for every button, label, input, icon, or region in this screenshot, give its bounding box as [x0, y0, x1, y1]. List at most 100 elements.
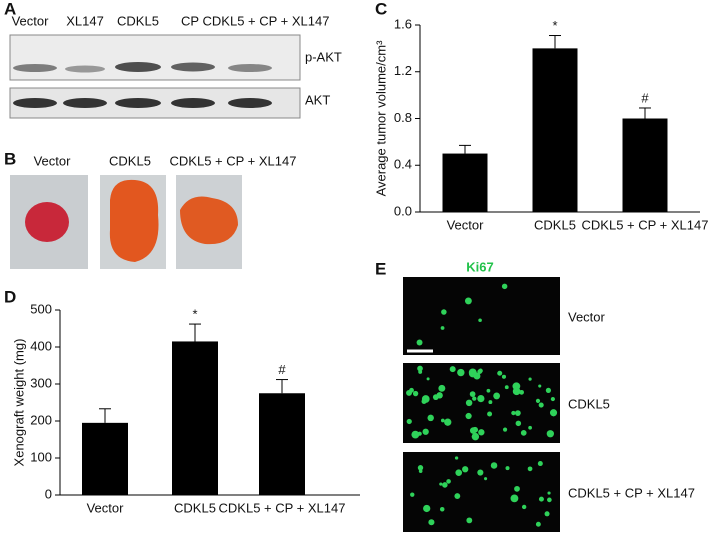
- nucleus: [454, 456, 459, 460]
- nucleus: [538, 384, 542, 388]
- nucleus: [550, 397, 555, 402]
- blot-label: AKT: [305, 92, 330, 107]
- nucleus: [535, 398, 541, 403]
- band: [13, 64, 57, 72]
- band: [171, 62, 215, 72]
- nucleus: [417, 465, 424, 471]
- nucleus: [412, 390, 419, 397]
- nucleus: [501, 374, 507, 379]
- y-tick-label: 0.0: [394, 203, 412, 218]
- band: [63, 98, 107, 108]
- nucleus: [438, 384, 446, 392]
- bar: [622, 118, 668, 212]
- nucleus: [417, 431, 422, 436]
- x-tick-label: Vector: [87, 500, 125, 515]
- band: [171, 98, 215, 108]
- image-label: CDKL5 + CP + XL147: [170, 153, 297, 168]
- y-tick-label: 300: [30, 375, 52, 390]
- nucleus: [439, 507, 445, 512]
- nucleus: [468, 368, 477, 377]
- x-tick-label: CDKL5: [174, 500, 216, 515]
- tumor: [180, 196, 238, 245]
- nucleus: [410, 492, 415, 497]
- nucleus: [493, 392, 501, 400]
- nucleus: [547, 491, 551, 495]
- x-tick-label: Vector: [447, 217, 485, 232]
- nucleus: [418, 469, 423, 473]
- nucleus: [462, 466, 469, 473]
- lane-label: Vector: [12, 13, 50, 28]
- panel-label: A: [4, 0, 16, 18]
- significance-mark: #: [278, 362, 286, 377]
- significance-mark: *: [192, 306, 197, 321]
- nucleus: [544, 511, 550, 517]
- nucleus: [465, 399, 473, 407]
- y-tick-label: 200: [30, 412, 52, 427]
- nucleus: [488, 400, 493, 405]
- band: [228, 64, 272, 72]
- lane-label: CDKL5 + CP + XL147: [203, 13, 330, 28]
- lane-label: XL147: [66, 13, 104, 28]
- y-axis-label: Average tumor volume/cm³: [373, 40, 388, 196]
- tumor: [109, 179, 159, 262]
- nucleus: [465, 412, 472, 420]
- nucleus: [454, 493, 461, 499]
- nucleus: [501, 283, 508, 290]
- y-tick-label: 400: [30, 338, 52, 353]
- nucleus: [511, 410, 516, 416]
- error-bar: [549, 35, 561, 49]
- nucleus: [428, 519, 435, 526]
- nucleus: [457, 368, 465, 377]
- error-bar: [459, 144, 471, 154]
- nucleus: [466, 517, 473, 524]
- error-bar: [189, 323, 201, 342]
- nucleus: [477, 395, 485, 403]
- y-axis-label: Xenograft weight (mg): [11, 339, 26, 467]
- nucleus: [439, 482, 443, 486]
- nucleus: [411, 430, 420, 439]
- nucleus: [449, 366, 456, 373]
- bar: [532, 48, 578, 212]
- bar: [442, 153, 488, 212]
- nucleus: [545, 387, 552, 393]
- nucleus: [423, 504, 431, 513]
- nucleus: [478, 318, 482, 323]
- nucleus: [417, 365, 423, 372]
- bar: [172, 341, 218, 495]
- error-bar: [99, 408, 111, 423]
- blot-area: [9, 34, 301, 119]
- panel-label: C: [375, 0, 387, 18]
- lane-label: CDKL5: [117, 13, 159, 28]
- row-label: CDKL5 + CP + XL147: [568, 485, 695, 500]
- x-tick-label: CDKL5 + CP + XL147: [219, 500, 346, 515]
- band: [115, 98, 161, 108]
- nucleus: [469, 391, 476, 398]
- nucleus: [514, 485, 520, 492]
- stain-label: Ki67: [466, 259, 493, 274]
- nucleus: [446, 479, 451, 484]
- nucleus: [422, 428, 429, 435]
- nucleus: [528, 377, 532, 381]
- band: [115, 62, 161, 72]
- y-tick-label: 500: [30, 301, 52, 316]
- nucleus: [418, 369, 423, 374]
- nucleus: [514, 410, 521, 416]
- nucleus: [478, 429, 485, 436]
- nucleus: [421, 398, 427, 404]
- nucleus: [469, 427, 477, 434]
- panel-label: D: [4, 287, 16, 306]
- y-tick-label: 100: [30, 449, 52, 464]
- nucleus: [436, 392, 443, 399]
- nucleus: [477, 469, 484, 476]
- nucleus: [442, 482, 448, 488]
- row-label: CDKL5: [568, 396, 610, 411]
- error-bar: [276, 379, 288, 394]
- nucleus: [538, 402, 544, 408]
- nucleus: [484, 477, 488, 481]
- nucleus: [464, 297, 472, 305]
- nucleus: [521, 504, 527, 510]
- nucleus: [416, 339, 423, 346]
- panel-label: E: [375, 259, 386, 278]
- image-label: CDKL5: [109, 153, 151, 168]
- ki67-images: [403, 277, 560, 532]
